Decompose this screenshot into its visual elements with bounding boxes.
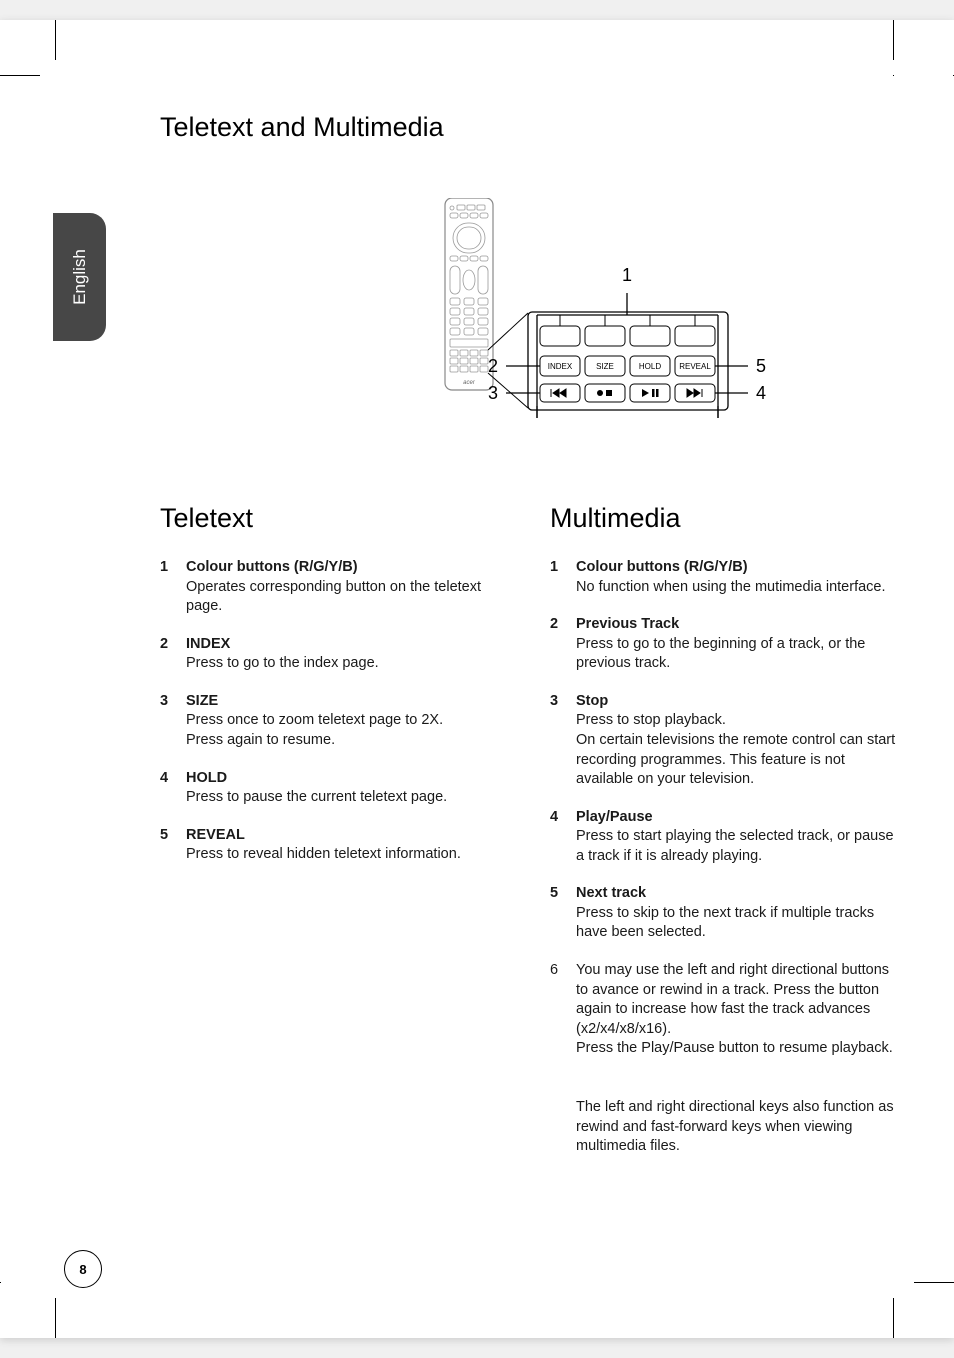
teletext-heading: Teletext — [160, 503, 510, 534]
teletext-column: Teletext 1Colour buttons (R/G/Y/B)Operat… — [160, 503, 510, 1175]
item-body: HOLDPress to pause the current teletext … — [186, 769, 510, 808]
crop-mark — [893, 20, 894, 60]
item-body: Previous TrackPress to go to the beginni… — [576, 615, 900, 674]
multimedia-list: 1Colour buttons (R/G/Y/B)No function whe… — [550, 558, 900, 1157]
callout-5: 5 — [756, 356, 766, 376]
multimedia-column: Multimedia 1Colour buttons (R/G/Y/B)No f… — [550, 503, 900, 1175]
list-item: 5Next trackPress to skip to the next tra… — [550, 884, 900, 943]
callout-1: 1 — [622, 265, 632, 285]
list-item: 2Previous TrackPress to go to the beginn… — [550, 615, 900, 674]
teletext-list: 1Colour buttons (R/G/Y/B)Operates corres… — [160, 558, 510, 865]
item-body: StopPress to stop playback.On certain te… — [576, 692, 900, 790]
list-item: 3SIZEPress once to zoom teletext page to… — [160, 692, 510, 751]
item-body: You may use the left and right direction… — [576, 961, 900, 1157]
list-item: 1Colour buttons (R/G/Y/B)No function whe… — [550, 558, 900, 597]
list-item: 2INDEXPress to go to the index page. — [160, 635, 510, 674]
item-number: 3 — [550, 692, 576, 790]
crop-mark — [55, 1298, 56, 1338]
list-item: 6You may use the left and right directio… — [550, 961, 900, 1157]
btn-index-label: INDEX — [548, 362, 573, 371]
item-title: Play/Pause — [576, 808, 900, 828]
list-item: 5REVEALPress to reveal hidden teletext i… — [160, 826, 510, 865]
item-title: INDEX — [186, 635, 510, 655]
item-title: Colour buttons (R/G/Y/B) — [186, 558, 510, 578]
item-body: Play/PausePress to start playing the sel… — [576, 808, 900, 867]
crop-mark — [0, 75, 40, 76]
callout-4: 4 — [756, 383, 766, 403]
item-number: 2 — [550, 615, 576, 674]
remote-diagram: acer INDEX SIZE HOLD REVEAL — [270, 198, 790, 458]
btn-reveal-label: REVEAL — [679, 362, 711, 371]
item-body: Colour buttons (R/G/Y/B)No function when… — [576, 558, 900, 597]
brand-label: acer — [463, 380, 476, 386]
item-title: REVEAL — [186, 826, 510, 846]
item-title: Stop — [576, 692, 900, 712]
item-title: Previous Track — [576, 615, 900, 635]
item-number: 4 — [550, 808, 576, 867]
item-title: SIZE — [186, 692, 510, 712]
language-tab: English — [53, 213, 106, 341]
page: English Teletext and Multimedia — [0, 20, 954, 1338]
item-body: SIZEPress once to zoom teletext page to … — [186, 692, 510, 751]
crop-mark — [914, 1282, 954, 1283]
item-number: 4 — [160, 769, 186, 808]
list-item: 1Colour buttons (R/G/Y/B)Operates corres… — [160, 558, 510, 617]
item-body: INDEXPress to go to the index page. — [186, 635, 510, 674]
list-item: 4Play/PausePress to start playing the se… — [550, 808, 900, 867]
item-body: Next trackPress to skip to the next trac… — [576, 884, 900, 943]
item-number: 5 — [160, 826, 186, 865]
crop-mark — [893, 1298, 894, 1338]
columns: Teletext 1Colour buttons (R/G/Y/B)Operat… — [160, 503, 900, 1175]
multimedia-heading: Multimedia — [550, 503, 900, 534]
item-number: 5 — [550, 884, 576, 943]
list-item: 3StopPress to stop playback.On certain t… — [550, 692, 900, 790]
item-number: 6 — [550, 961, 576, 1157]
page-title: Teletext and Multimedia — [160, 112, 900, 143]
item-title: Next track — [576, 884, 900, 904]
item-title: Colour buttons (R/G/Y/B) — [576, 558, 900, 578]
item-title: HOLD — [186, 769, 510, 789]
list-item: 4HOLDPress to pause the current teletext… — [160, 769, 510, 808]
item-body: REVEALPress to reveal hidden teletext in… — [186, 826, 510, 865]
language-label: English — [70, 249, 90, 305]
item-number: 1 — [550, 558, 576, 597]
callout-2: 2 — [488, 356, 498, 376]
item-number: 2 — [160, 635, 186, 674]
item-number: 1 — [160, 558, 186, 617]
crop-mark — [0, 1282, 1, 1283]
btn-size-label: SIZE — [596, 362, 614, 371]
content-area: Teletext and Multimedia — [160, 112, 900, 1175]
item-number: 3 — [160, 692, 186, 751]
page-number-label: 8 — [79, 1262, 86, 1277]
btn-hold-label: HOLD — [639, 362, 661, 371]
callout-3: 3 — [488, 383, 498, 403]
crop-mark — [893, 75, 894, 76]
page-number: 8 — [64, 1250, 102, 1288]
crop-mark — [55, 20, 56, 60]
item-body: Colour buttons (R/G/Y/B)Operates corresp… — [186, 558, 510, 617]
